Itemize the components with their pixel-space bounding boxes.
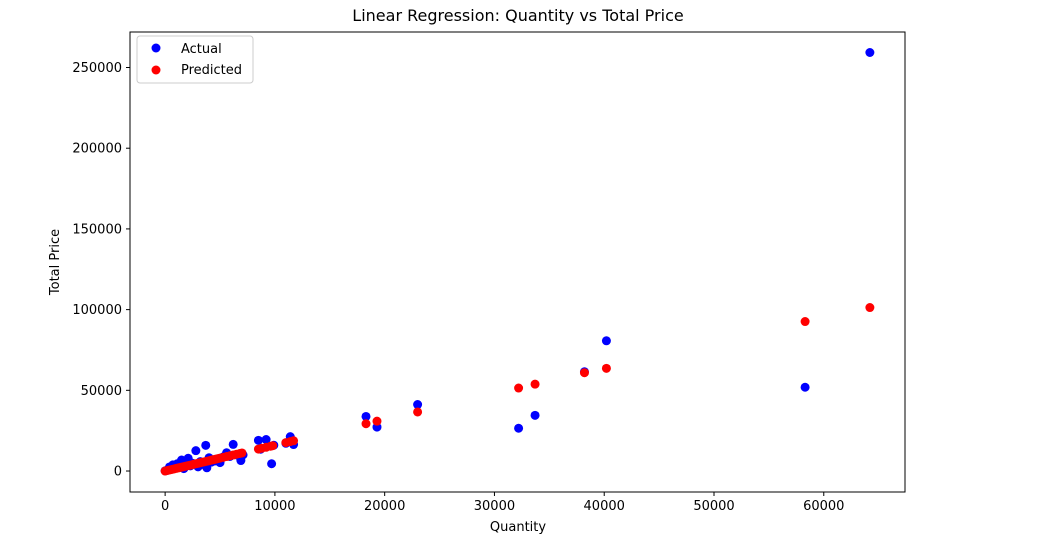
y-axis: 0 50000 100000 150000 200000 250000 xyxy=(72,61,130,480)
actual-point xyxy=(267,459,277,469)
actual-point xyxy=(228,439,238,449)
x-tick-label: 50000 xyxy=(693,499,734,514)
legend-label-predicted: Predicted xyxy=(181,63,242,78)
y-tick-label: 50000 xyxy=(81,384,122,399)
actual-point xyxy=(191,446,201,456)
x-tick-label: 40000 xyxy=(584,499,625,514)
plot-area xyxy=(129,31,906,493)
y-tick-label: 0 xyxy=(114,465,122,480)
predicted-point xyxy=(413,407,423,417)
predicted-point xyxy=(514,383,524,393)
actual-point xyxy=(865,47,875,57)
predicted-point xyxy=(361,419,371,429)
predicted-point xyxy=(268,441,278,451)
plot-frame xyxy=(129,31,906,493)
y-tick-label: 150000 xyxy=(72,222,122,237)
legend-marker-actual xyxy=(151,43,161,53)
predicted-point xyxy=(289,436,299,446)
legend-label-actual: Actual xyxy=(181,42,222,57)
predicted-point xyxy=(237,448,247,458)
predicted-point xyxy=(865,303,875,313)
actual-point xyxy=(261,435,271,445)
y-tick-label: 250000 xyxy=(72,61,122,76)
actual-point xyxy=(601,336,611,346)
predicted-point xyxy=(601,363,611,373)
x-axis: 0 10000 20000 30000 40000 50000 60000 xyxy=(161,492,844,514)
actual-point xyxy=(514,423,524,433)
x-tick-label: 60000 xyxy=(803,499,844,514)
legend-marker-predicted xyxy=(151,65,161,75)
x-axis-label: Quantity xyxy=(490,520,546,535)
points-layer xyxy=(160,47,875,476)
predicted-point xyxy=(372,416,382,426)
actual-point xyxy=(361,411,371,421)
predicted-point xyxy=(800,317,810,327)
x-tick-label: 30000 xyxy=(474,499,515,514)
x-tick-label: 0 xyxy=(161,499,169,514)
y-axis-label: Total Price xyxy=(48,229,63,296)
x-tick-label: 10000 xyxy=(254,499,295,514)
actual-point xyxy=(253,435,263,445)
legend-frame xyxy=(136,35,254,84)
predicted-point xyxy=(579,368,589,378)
chart-title: Linear Regression: Quantity vs Total Pri… xyxy=(352,6,683,25)
legend: Actual Predicted xyxy=(136,35,254,84)
actual-point xyxy=(413,400,423,410)
actual-point xyxy=(201,440,211,450)
y-tick-label: 200000 xyxy=(72,142,122,157)
predicted-point xyxy=(530,379,540,389)
actual-point xyxy=(530,410,540,420)
y-tick-label: 100000 xyxy=(72,303,122,318)
actual-point xyxy=(800,382,810,392)
x-tick-label: 20000 xyxy=(364,499,405,514)
